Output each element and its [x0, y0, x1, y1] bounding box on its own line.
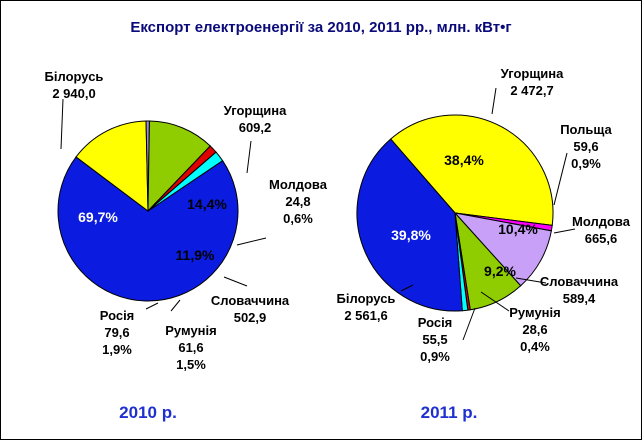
pie-chart-1: Угорщина 2 472,7 Польща 59,6 0,9% Молдова 665,…: [337, 66, 631, 422]
slice-label-1-6: Білорусь 2 561,6: [337, 291, 396, 323]
slice-percent-1-0: 38,4%: [444, 152, 484, 168]
pie-slice-1-6: [356, 138, 463, 312]
pie-slice-0-3: [147, 120, 211, 213]
slice-label-1-1: Польща 59,6 0,9%: [560, 122, 612, 171]
slice-label-0-3: Словаччина 502,9: [211, 293, 290, 325]
slice-percent-0-1: 14,4%: [187, 196, 227, 212]
leader-line-0-5: [145, 302, 159, 310]
year-label-1: 2011 р.: [421, 403, 478, 422]
pie-slice-0-0: [57, 156, 239, 302]
slice-label-0-2: Молдова 24,8 0,6%: [269, 177, 328, 226]
chart-title: Експорт електроенергії за 2010, 2011 рр.…: [130, 19, 511, 36]
slice-label-1-5: Росія 55,5 0,9%: [418, 315, 453, 364]
slice-label-1-0: Угорщина 2 472,7: [501, 66, 565, 98]
slice-label-1-3: Словаччина 589,4: [540, 274, 619, 306]
slice-label-0-4: Румунія 61,6 1,5%: [165, 323, 216, 372]
leader-line-1-4: [480, 291, 510, 312]
slice-percent-1-3: 9,2%: [484, 263, 516, 279]
leader-line-0-4: [170, 299, 181, 312]
leader-line-1-0: [491, 87, 497, 115]
leader-line-1-1: [553, 152, 568, 206]
leader-line-1-6: [400, 284, 414, 292]
leader-line-1-3: [515, 277, 547, 284]
slice-label-1-2: Молдова 665,6: [572, 214, 631, 246]
slice-label-0-5: Росія 79,6 1,9%: [100, 308, 135, 357]
leader-line-1-5: [462, 307, 476, 341]
pie-slice-0-1: [75, 120, 149, 213]
pie-slice-0-5: [147, 151, 224, 212]
slice-percent-0-3: 11,9%: [176, 247, 215, 263]
leader-line-1-2: [553, 228, 576, 234]
slice-label-0-0: Білорусь 2 940,0: [45, 69, 104, 101]
pie-slice-1-0: [390, 114, 554, 226]
pie-chart-0: Білорусь 2 940,0 Угорщина 609,2 Молдова 24,8 0…: [45, 69, 328, 422]
slice-percent-1-2: 10,4%: [498, 221, 538, 237]
slice-label-1-4: Румунія 28,6 0,4%: [509, 305, 560, 354]
slice-percent-0-0: 69,7%: [78, 209, 118, 225]
year-label-0: 2010 р.: [119, 403, 177, 422]
slice-label-0-1: Угорщина 609,2: [224, 103, 288, 135]
leader-line-0-3: [223, 276, 248, 287]
leader-line-0-2: [236, 237, 267, 246]
leader-line-0-1: [246, 140, 252, 174]
leader-line-0-0: [60, 98, 64, 150]
slice-percent-1-6: 39,8%: [391, 227, 431, 243]
